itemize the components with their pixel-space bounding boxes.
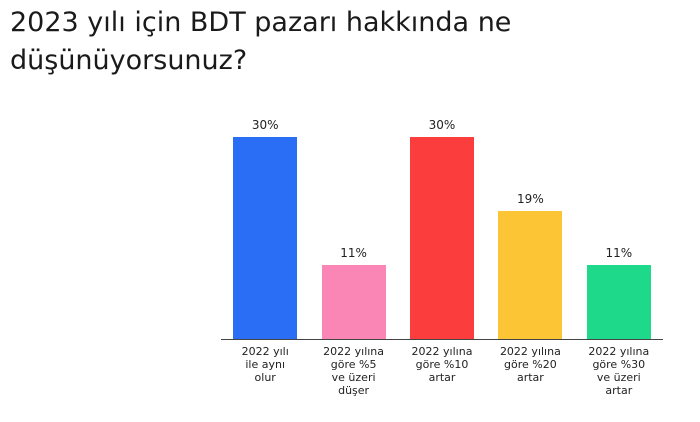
- x-tick-label: 2022 yılına göre %20 artar: [499, 345, 561, 384]
- x-axis: [221, 339, 663, 340]
- value-label: 30%: [251, 118, 279, 132]
- value-label: 19%: [517, 192, 544, 207]
- value-label: 11%: [340, 245, 367, 260]
- value-label: 11%: [605, 245, 633, 260]
- x-tick-label: 2022 yılına göre %5 ve üzeri düşer: [323, 345, 385, 397]
- x-tick-label: 2022 yılına göre %10 artar: [411, 345, 473, 384]
- bar: [498, 211, 563, 339]
- x-tick-label: 2022 yılına göre %30 ve üzeri artar: [588, 345, 650, 397]
- bar: [321, 264, 386, 339]
- x-tick-label: 2022 yılı ile aynı olur: [241, 345, 289, 384]
- bar: [586, 264, 651, 339]
- chart-title: 2023 yılı için BDT pazarı hakkında ne dü…: [10, 7, 512, 76]
- value-label: 30%: [428, 118, 456, 132]
- bar: [410, 137, 474, 339]
- bar: [233, 137, 298, 339]
